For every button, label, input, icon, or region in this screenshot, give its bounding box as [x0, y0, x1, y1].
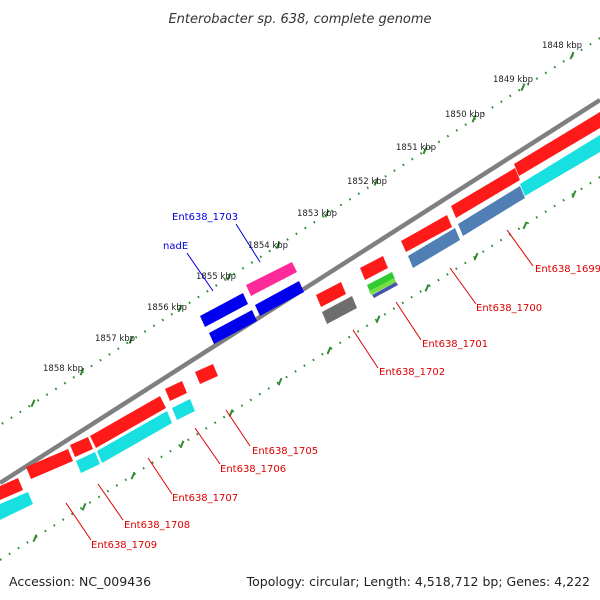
gene-label-ent638-1708[interactable]: Ent638_1708	[124, 520, 190, 531]
gene-ent638-1703-feature[interactable]	[246, 262, 297, 296]
topology-text: Topology: circular; Length: 4,518,712 bp…	[246, 574, 590, 589]
scale-tick	[569, 51, 575, 60]
leader-ent638-1702	[352, 329, 379, 369]
scale-tick	[79, 367, 85, 376]
leader-ent638-1708	[97, 483, 124, 521]
gene-label-ent638-1702[interactable]: Ent638_1702	[379, 367, 445, 378]
scale-label: 1853 kbp	[297, 209, 337, 219]
gene-green-2-feature[interactable]	[369, 278, 396, 295]
inner-tick	[571, 190, 577, 198]
gene-red-4-feature[interactable]	[360, 256, 388, 280]
scale-tick	[226, 272, 232, 281]
gene-ent638-1699-feature[interactable]	[514, 112, 600, 176]
lower-cds-row	[0, 135, 600, 520]
gene-ent638-1700-feature[interactable]	[451, 168, 520, 218]
gene-blue-3-feature[interactable]	[255, 281, 304, 316]
gene-red-11-feature[interactable]	[0, 478, 23, 500]
gene-cyan-3-feature[interactable]	[97, 411, 172, 463]
scale-label: 1858 kbp	[43, 364, 83, 374]
scale-label: 1851 kbp	[396, 143, 436, 153]
scale-label: 1850 kbp	[445, 110, 485, 120]
scale-tick	[373, 178, 379, 186]
gene-gray-feature[interactable]	[322, 296, 357, 324]
leader-nade	[186, 252, 214, 292]
gene-label-nade[interactable]: nadE	[163, 241, 188, 252]
gene-cyan-4-feature[interactable]	[76, 452, 100, 473]
leader-ent638-1699	[506, 229, 534, 267]
inner-tick	[130, 471, 136, 480]
gene-ent638-1706-feature[interactable]	[165, 381, 187, 401]
gene-cyan-2-feature[interactable]	[172, 399, 195, 420]
leader-ent638-1703	[235, 223, 261, 263]
gene-steel-1-feature[interactable]	[458, 186, 525, 236]
leader-ent638-1709	[65, 502, 92, 541]
inner-tick	[81, 502, 87, 511]
gene-ent638-1707-feature[interactable]	[90, 396, 166, 448]
gene-label-ent638-1706[interactable]: Ent638_1706	[220, 464, 286, 475]
gene-ent638-1708-feature[interactable]	[70, 437, 93, 457]
gene-blue-2-feature[interactable]	[209, 310, 257, 344]
leader-ent638-1707	[147, 457, 173, 495]
inner-tick	[32, 534, 38, 543]
scale-label: 1848 kbp	[542, 41, 582, 51]
gene-label-ent638-1705[interactable]: Ent638_1705	[252, 446, 318, 457]
scale-tick	[128, 336, 134, 344]
scale-tick	[422, 146, 428, 155]
gene-labels: Ent638_1699 Ent638_1700 Ent638_1701 Ent6…	[91, 212, 600, 551]
gene-label-ent638-1703[interactable]: Ent638_1703	[172, 212, 238, 223]
gene-steel-3-feature[interactable]	[372, 282, 398, 298]
gene-label-ent638-1699[interactable]: Ent638_1699	[535, 264, 600, 275]
gene-green-feature[interactable]	[367, 272, 395, 292]
inner-tick	[179, 440, 185, 449]
gene-cyan-5-feature[interactable]	[0, 492, 33, 520]
leader-ent638-1705	[225, 409, 251, 447]
gene-label-ent638-1701[interactable]: Ent638_1701	[422, 339, 488, 350]
gene-steel-2-feature[interactable]	[408, 228, 460, 268]
scale-tick	[177, 304, 183, 313]
scale-label: 1852 kbp	[347, 177, 387, 187]
scale-tick	[520, 83, 526, 92]
label-leaders	[65, 223, 534, 541]
gene-label-ent638-1709[interactable]: Ent638_1709	[91, 540, 157, 551]
inner-tick	[326, 346, 332, 355]
inner-tick	[424, 284, 430, 292]
scale-ticks	[30, 51, 575, 408]
gene-cyan-1-feature[interactable]	[520, 135, 600, 196]
inner-tick	[375, 315, 381, 324]
scale-tick	[30, 399, 36, 408]
scale-tick	[275, 241, 281, 250]
gene-label-ent638-1700[interactable]: Ent638_1700	[476, 303, 542, 314]
leader-ent638-1701	[395, 301, 422, 341]
gene-ent638-1709-feature[interactable]	[26, 449, 73, 479]
scale-label: 1854 kbp	[248, 241, 288, 251]
map-title: Enterobacter sp. 638, complete genome	[168, 12, 431, 27]
inner-tick	[473, 252, 479, 261]
gene-red-5-feature[interactable]	[316, 282, 346, 307]
gene-ent638-1705-feature[interactable]	[195, 364, 218, 384]
forward-features	[200, 262, 304, 344]
scale-label: 1856 kbp	[147, 303, 187, 313]
scale-labels: 1848 kbp 1849 kbp 1850 kbp 1851 kbp 1852 kbp…	[43, 41, 582, 374]
inner-tick	[277, 377, 283, 386]
leader-ent638-1700	[449, 267, 477, 305]
gene-nade-feature[interactable]	[200, 293, 248, 327]
gene-label-ent638-1707[interactable]: Ent638_1707	[172, 493, 238, 504]
scale-tick	[471, 114, 477, 123]
inner-tick	[522, 221, 528, 230]
accession-text: Accession: NC_009436	[9, 574, 151, 589]
scale-label: 1849 kbp	[493, 75, 533, 85]
scale-tick	[324, 209, 330, 218]
red-cds-row	[0, 112, 600, 500]
scale-label: 1857 kbp	[95, 334, 135, 344]
scale-ring-outer	[0, 37, 600, 426]
scale-label: 1855 kbp	[196, 272, 236, 282]
leader-ent638-1706	[194, 427, 221, 465]
gene-ent638-1701-feature[interactable]	[401, 215, 452, 252]
